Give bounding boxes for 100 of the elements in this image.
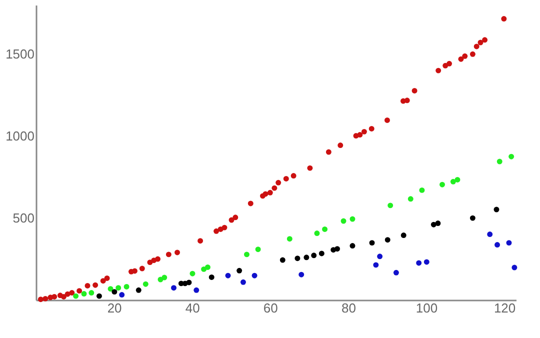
point (222, 224, 228, 230)
point (450, 178, 456, 184)
point (470, 51, 476, 57)
point (198, 238, 204, 244)
point (338, 142, 344, 148)
point (494, 206, 500, 212)
point (194, 287, 200, 293)
point (470, 215, 476, 221)
point (350, 216, 356, 222)
y-tick-label: 1500 (6, 46, 34, 62)
point (340, 218, 346, 224)
point (496, 158, 502, 164)
point (38, 296, 44, 302)
point (474, 44, 480, 50)
point (236, 268, 242, 274)
point (424, 259, 430, 265)
point (186, 280, 192, 286)
point (384, 237, 390, 243)
point (494, 242, 500, 248)
point (350, 243, 356, 248)
point (368, 126, 374, 132)
point (232, 214, 238, 220)
point (298, 272, 304, 278)
point (225, 272, 231, 278)
point (262, 191, 268, 197)
x-tick-label: 120 (494, 300, 516, 316)
point (52, 294, 58, 300)
point (244, 252, 250, 258)
point (361, 128, 367, 134)
point (446, 60, 452, 66)
point (416, 260, 422, 266)
point (240, 279, 246, 285)
point (252, 272, 258, 278)
y-tick-label: 500 (12, 210, 34, 226)
point (166, 252, 172, 258)
x-tick-label: 100 (416, 300, 438, 316)
point (108, 286, 114, 292)
point (430, 222, 436, 228)
point (116, 285, 122, 291)
point (393, 270, 399, 276)
point (388, 202, 394, 208)
point (162, 274, 168, 280)
point (454, 176, 460, 182)
point (272, 185, 278, 191)
point (267, 190, 273, 196)
point (369, 240, 375, 246)
x-tick-label: 20 (107, 300, 122, 316)
point (326, 149, 332, 155)
point (84, 283, 90, 288)
y-tick-label: 1000 (6, 128, 34, 144)
point (171, 285, 176, 291)
point (462, 53, 468, 59)
point (307, 165, 313, 171)
point (512, 264, 518, 270)
x-tick-label: 60 (263, 300, 278, 316)
point (322, 226, 328, 232)
point (412, 88, 418, 94)
point (92, 282, 98, 288)
point (204, 264, 210, 270)
point (283, 176, 289, 182)
point (280, 257, 286, 263)
point (334, 246, 340, 252)
point (42, 296, 48, 302)
point (436, 68, 442, 74)
point (373, 262, 379, 268)
point (501, 16, 507, 22)
point (294, 256, 300, 262)
point (155, 256, 160, 262)
point (357, 132, 363, 138)
point (384, 117, 390, 123)
point (136, 287, 142, 293)
point (304, 254, 310, 260)
point (404, 98, 410, 104)
point (318, 250, 324, 256)
x-tick-label: 80 (341, 300, 356, 316)
point (377, 254, 383, 260)
point (482, 37, 488, 43)
point (214, 228, 220, 234)
point (73, 293, 79, 299)
point (81, 291, 87, 297)
point (478, 40, 484, 46)
point (104, 275, 110, 281)
point (458, 56, 464, 62)
point (286, 236, 292, 242)
point (142, 281, 148, 287)
point (208, 274, 214, 280)
point (201, 266, 207, 272)
point (124, 284, 130, 290)
point (435, 220, 441, 226)
point (255, 246, 261, 252)
point (311, 252, 317, 258)
point (190, 270, 196, 276)
point (508, 154, 514, 160)
point (112, 289, 118, 295)
point (408, 196, 414, 202)
point (100, 278, 106, 284)
point (487, 232, 493, 238)
point (440, 182, 445, 188)
point (88, 290, 94, 296)
point (290, 173, 296, 179)
